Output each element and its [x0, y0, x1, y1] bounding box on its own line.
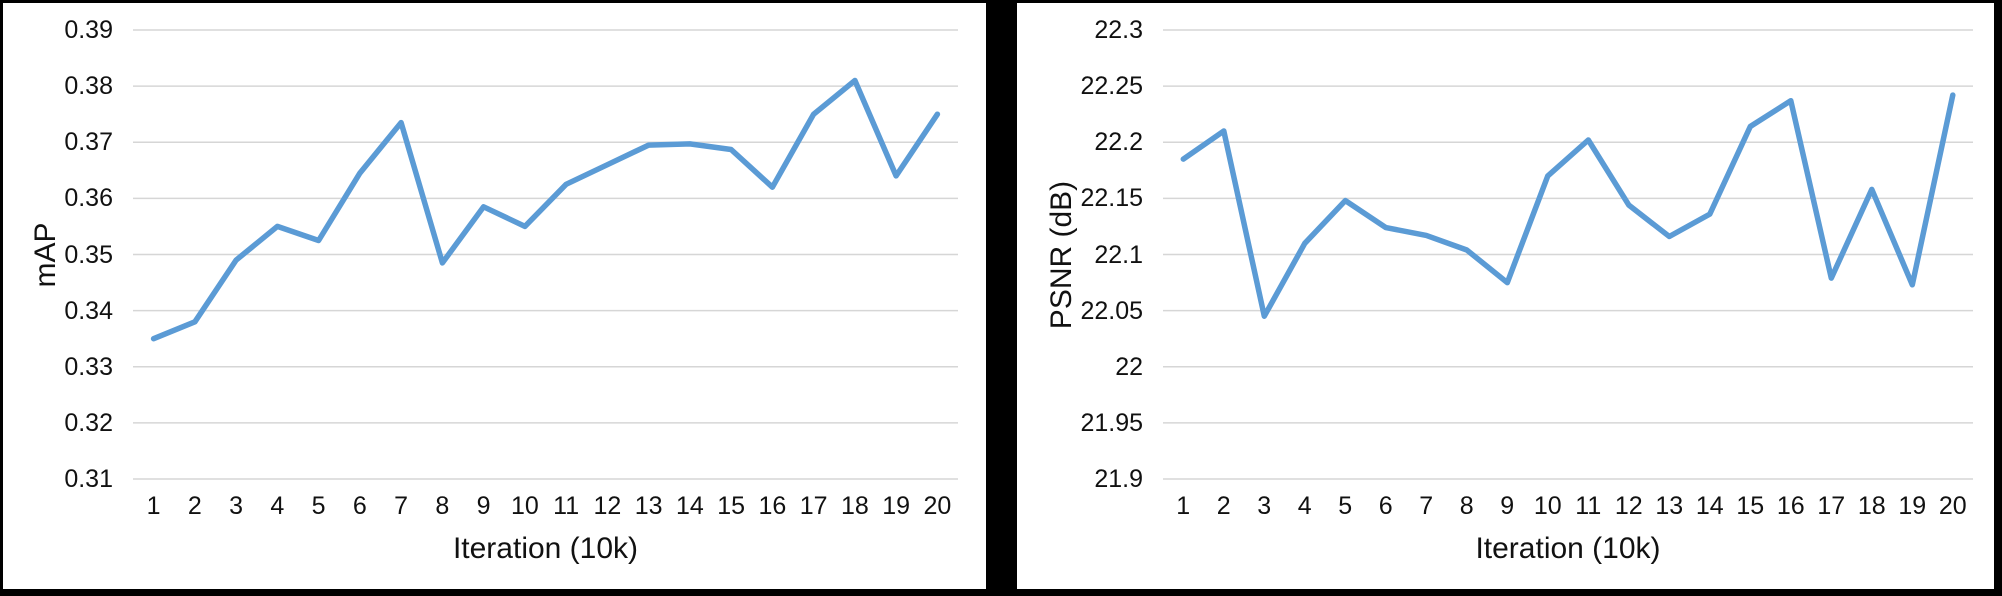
y-tick-label: 22.3 — [1094, 16, 1143, 44]
x-tick-label: 13 — [1655, 492, 1684, 520]
y-tick-label: 0.37 — [64, 128, 113, 157]
y-tick-label: 0.34 — [64, 296, 113, 325]
x-tick-label: 13 — [634, 492, 663, 520]
x-tick-label: 18 — [1857, 492, 1886, 520]
x-tick-label: 10 — [1533, 492, 1562, 520]
x-tick-label: 16 — [758, 492, 787, 520]
x-tick-label: 3 — [229, 492, 244, 520]
x-tick-label: 4 — [1297, 492, 1312, 520]
x-tick-label: 11 — [1575, 492, 1602, 520]
x-tick-label: 11 — [553, 492, 580, 520]
y-tick-label: 22.1 — [1094, 240, 1143, 269]
y-tick-label: 0.35 — [64, 240, 113, 269]
x-tick-label: 6 — [352, 492, 367, 520]
x-tick-label: 18 — [840, 492, 869, 520]
x-tick-label: 5 — [311, 492, 326, 520]
x-tick-label: 14 — [1695, 492, 1724, 520]
x-tick-label: 9 — [1500, 492, 1515, 520]
y-tick-label: 0.31 — [64, 465, 113, 493]
x-tick-label: 19 — [882, 492, 911, 520]
psnr-chart-panel: 22.3 22.25 22.2 22.15 22.1 22.05 22 21.95 21.9 1… — [1017, 3, 1994, 589]
x-tick-label: 16 — [1776, 492, 1805, 520]
x-tick-label: 7 — [1419, 492, 1434, 520]
psnr-x-axis-title: Iteration (10k) — [1475, 532, 1661, 565]
y-tick-label: 0.33 — [64, 352, 113, 381]
x-tick-label: 6 — [1378, 492, 1393, 520]
x-tick-label: 1 — [146, 492, 161, 520]
x-tick-label: 8 — [435, 492, 450, 520]
x-tick-label: 4 — [270, 492, 285, 520]
x-tick-label: 2 — [187, 492, 202, 520]
y-tick-label: 0.39 — [64, 16, 113, 44]
map-x-axis-title: Iteration (10k) — [452, 532, 639, 565]
x-tick-label: 7 — [394, 492, 409, 520]
x-tick-label: 12 — [593, 492, 622, 520]
x-tick-label: 1 — [1176, 492, 1191, 520]
data-series-line — [150, 77, 941, 342]
x-tick-label: 19 — [1898, 492, 1927, 520]
x-tick-label: 5 — [1338, 492, 1353, 520]
x-tick-label: 15 — [717, 492, 746, 520]
x-tick-label: 10 — [510, 492, 539, 520]
x-tick-label: 8 — [1459, 492, 1474, 520]
x-tick-label: 2 — [1216, 492, 1231, 520]
y-tick-label: 0.32 — [64, 408, 113, 437]
data-series-line — [1180, 92, 1956, 319]
y-tick-label: 22.25 — [1080, 72, 1143, 101]
psnr-line-plot — [1163, 29, 1973, 480]
x-tick-label: 20 — [923, 492, 952, 520]
y-tick-label: 21.95 — [1080, 408, 1143, 437]
x-tick-label: 9 — [476, 492, 491, 520]
y-tick-label: 0.38 — [64, 72, 113, 101]
psnr-y-axis-title: PSNR (dB) — [1045, 180, 1078, 329]
x-tick-label: 15 — [1736, 492, 1765, 520]
y-tick-label: 21.9 — [1094, 465, 1143, 493]
y-tick-label: 0.36 — [64, 184, 113, 213]
y-tick-label: 22.2 — [1094, 128, 1143, 157]
x-tick-label: 20 — [1938, 492, 1967, 520]
x-tick-label: 3 — [1257, 492, 1272, 520]
y-tick-label: 22 — [1115, 352, 1143, 381]
map-line-plot — [133, 29, 958, 480]
y-tick-label: 22.15 — [1080, 184, 1143, 213]
map-y-axis-title: mAP — [29, 222, 62, 288]
x-tick-label: 14 — [675, 492, 704, 520]
x-tick-label: 12 — [1614, 492, 1643, 520]
y-tick-label: 22.05 — [1080, 296, 1143, 325]
x-tick-label: 17 — [1817, 492, 1846, 520]
x-tick-label: 17 — [799, 492, 828, 520]
